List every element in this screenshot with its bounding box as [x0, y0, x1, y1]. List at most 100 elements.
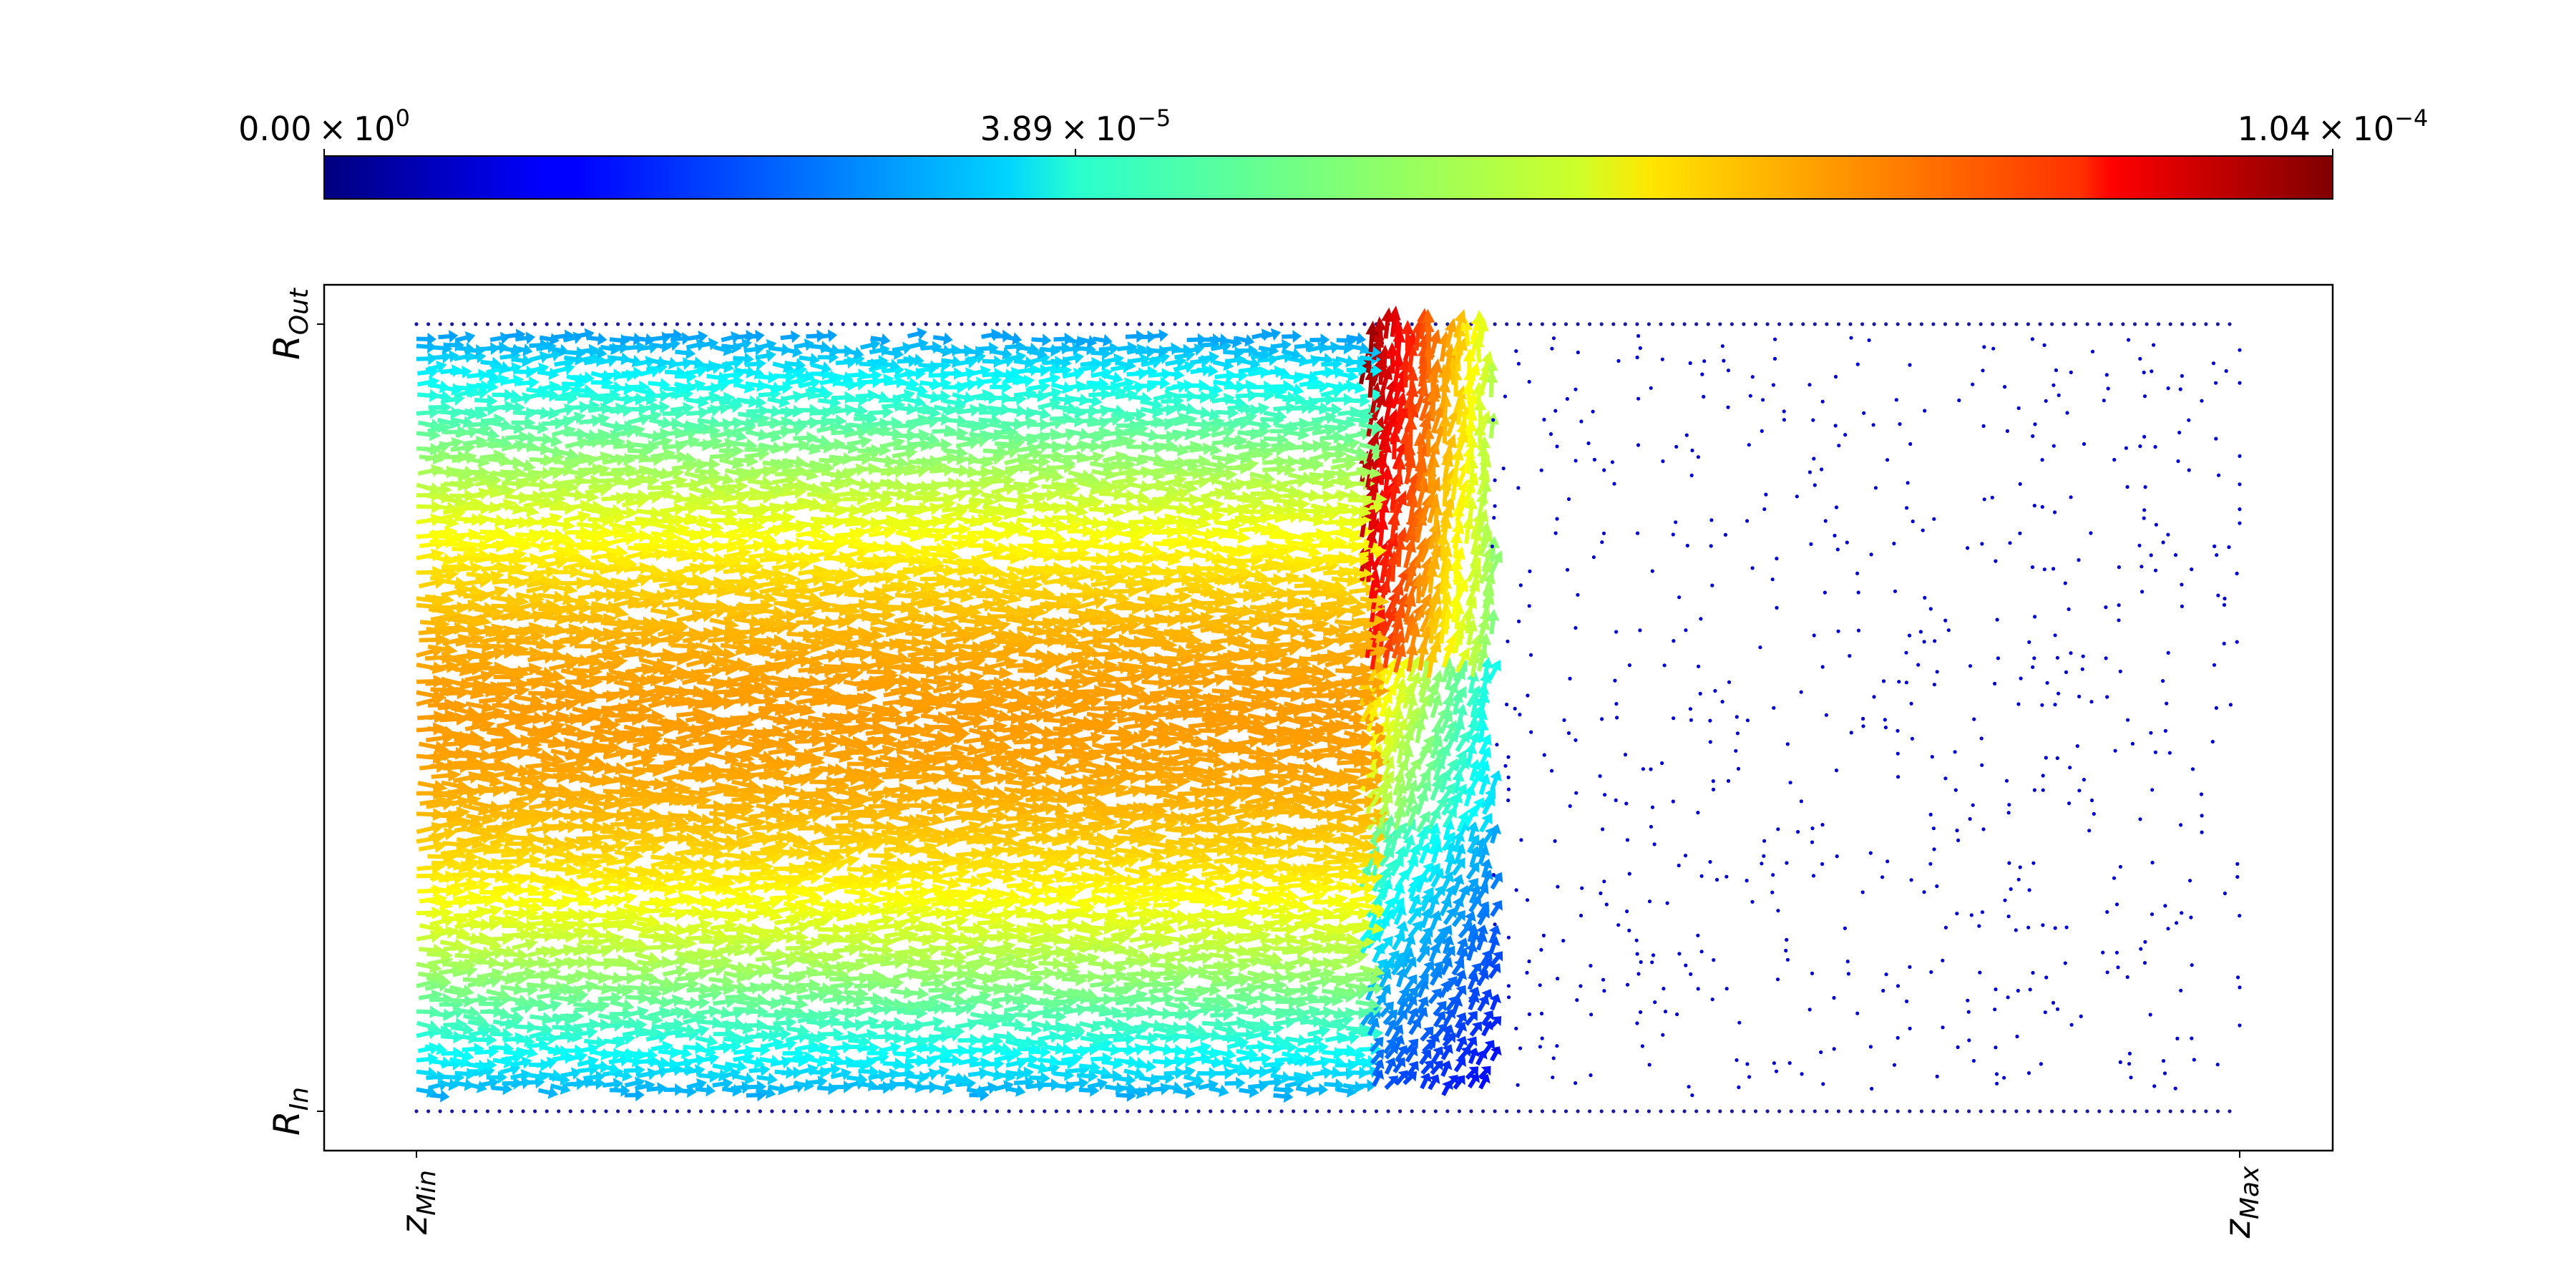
quiver-arrow	[695, 1034, 718, 1048]
quiver-arrow	[587, 982, 614, 995]
quiver-point-zero	[2077, 558, 2081, 562]
quiver-point-zero	[864, 322, 869, 326]
quiver-point-zero	[1979, 322, 1983, 326]
quiver-point-zero	[2190, 767, 2195, 771]
quiver-point-zero	[2014, 928, 2018, 932]
quiver-point-zero	[1833, 533, 1837, 538]
quiver-arrow	[1197, 1067, 1219, 1080]
quiver-arrow	[1050, 1043, 1073, 1056]
quiver-point-zero	[960, 322, 964, 326]
quiver-point-zero	[1799, 799, 1803, 804]
quiver-point-zero	[1897, 680, 1901, 684]
quiver-point-zero	[2042, 567, 2046, 572]
quiver-point-zero	[2163, 728, 2167, 733]
quiver-arrow	[890, 986, 916, 1000]
quiver-point-zero	[497, 1109, 502, 1113]
quiver-arrow	[562, 1044, 585, 1058]
quiver-arrow	[1405, 1038, 1419, 1054]
quiver-point-zero	[1932, 847, 1936, 852]
quiver-point-zero	[1971, 1058, 1976, 1063]
quiver-arrow	[1063, 1003, 1088, 1017]
quiver-arrow	[1038, 1054, 1060, 1068]
quiver-point-zero	[1772, 1061, 1776, 1065]
quiver-point-zero	[1078, 322, 1083, 326]
quiver-arrow	[1416, 996, 1429, 1014]
quiver-arrow	[1148, 1007, 1174, 1020]
quiver-point-zero	[2235, 640, 2239, 644]
quiver-arrow	[773, 1016, 797, 1030]
quiver-point-zero	[1611, 1109, 1616, 1113]
quiver-point-zero	[1714, 877, 1719, 882]
quiver-point-zero	[1555, 1044, 1559, 1048]
quiver-point-zero	[2003, 898, 2007, 902]
quiver-point-zero	[1777, 1109, 1782, 1113]
quiver-point-zero	[1968, 816, 1972, 821]
quiver-arrow	[1307, 1083, 1329, 1096]
quiver-point-zero	[1542, 753, 1546, 757]
quiver-point-zero	[1712, 958, 1716, 962]
quiver-point-zero	[947, 322, 952, 326]
quiver-point-zero	[1339, 322, 1343, 326]
quiver-point-zero	[1896, 728, 1900, 733]
quiver-point-zero	[2161, 1059, 2166, 1063]
quiver-point-zero	[2235, 862, 2240, 866]
quiver-point-zero	[1737, 1020, 1742, 1025]
quiver-point-zero	[2173, 1086, 2177, 1091]
quiver-point-zero	[2222, 641, 2226, 646]
quiver-arrow	[635, 972, 661, 986]
quiver-arrow	[1165, 1000, 1190, 1013]
quiver-point-zero	[2057, 691, 2061, 696]
quiver-point-zero	[2223, 596, 2227, 601]
quiver-point-zero	[1896, 1109, 1900, 1113]
quiver-arrow	[1394, 1009, 1407, 1027]
quiver-point-zero	[1410, 1109, 1414, 1113]
quiver-point-zero	[1672, 716, 1676, 721]
quiver-point-zero	[1616, 923, 1621, 927]
quiver-point-zero	[1279, 322, 1284, 326]
quiver-point-zero	[1445, 322, 1450, 326]
quiver-arrow	[755, 1086, 776, 1099]
quiver-point-zero	[2040, 703, 2044, 707]
quiver-point-zero	[794, 1109, 798, 1113]
quiver-point-zero	[1885, 859, 1890, 864]
quiver-arrow	[1431, 1046, 1444, 1063]
quiver-point-zero	[2113, 748, 2117, 753]
quiver-point-zero	[1742, 322, 1746, 326]
quiver-point-zero	[1787, 1061, 1792, 1065]
quiver-point-zero	[2161, 540, 2165, 545]
quiver-point-zero	[1635, 952, 1639, 956]
quiver-arrow	[1442, 1024, 1455, 1042]
quiver-point-zero	[545, 322, 549, 326]
quiver-point-zero	[592, 1109, 597, 1113]
quiver-point-zero	[1599, 322, 1604, 326]
quiver-point-zero	[1279, 1109, 1284, 1113]
quiver-point-zero	[1492, 516, 1496, 520]
quiver-arrow	[1392, 1057, 1406, 1074]
quiver-point-zero	[2067, 607, 2071, 612]
quiver-point-zero	[2228, 1109, 2232, 1113]
quiver-arrow	[637, 1025, 661, 1039]
quiver-point-zero	[1457, 1109, 1462, 1113]
quiver-arrow	[697, 1052, 720, 1065]
quiver-point-zero	[1649, 767, 1653, 771]
quiver-arrow	[1201, 1002, 1226, 1015]
quiver-point-zero	[1615, 716, 1619, 720]
quiver-point-zero	[1699, 617, 1703, 621]
quiver-arrow	[940, 1054, 962, 1068]
quiver-point-zero	[1966, 998, 1970, 1002]
quiver-point-zero	[2157, 1109, 2161, 1113]
quiver-point-zero	[2112, 876, 2117, 880]
quiver-point-zero	[1823, 590, 1827, 595]
quiver-arrow	[1068, 1077, 1089, 1091]
quiver-point-zero	[1066, 1109, 1070, 1113]
quiver-arrow	[746, 961, 773, 975]
quiver-point-zero	[1892, 1063, 1897, 1067]
quiver-point-zero	[1770, 890, 1775, 894]
quiver-point-zero	[2199, 792, 2204, 796]
quiver-point-zero	[2223, 891, 2227, 896]
quiver-arrow	[893, 1078, 914, 1091]
quiver-point-zero	[2228, 703, 2233, 707]
quiver-point-zero	[1995, 618, 1999, 622]
quiver-point-zero	[864, 1109, 869, 1113]
